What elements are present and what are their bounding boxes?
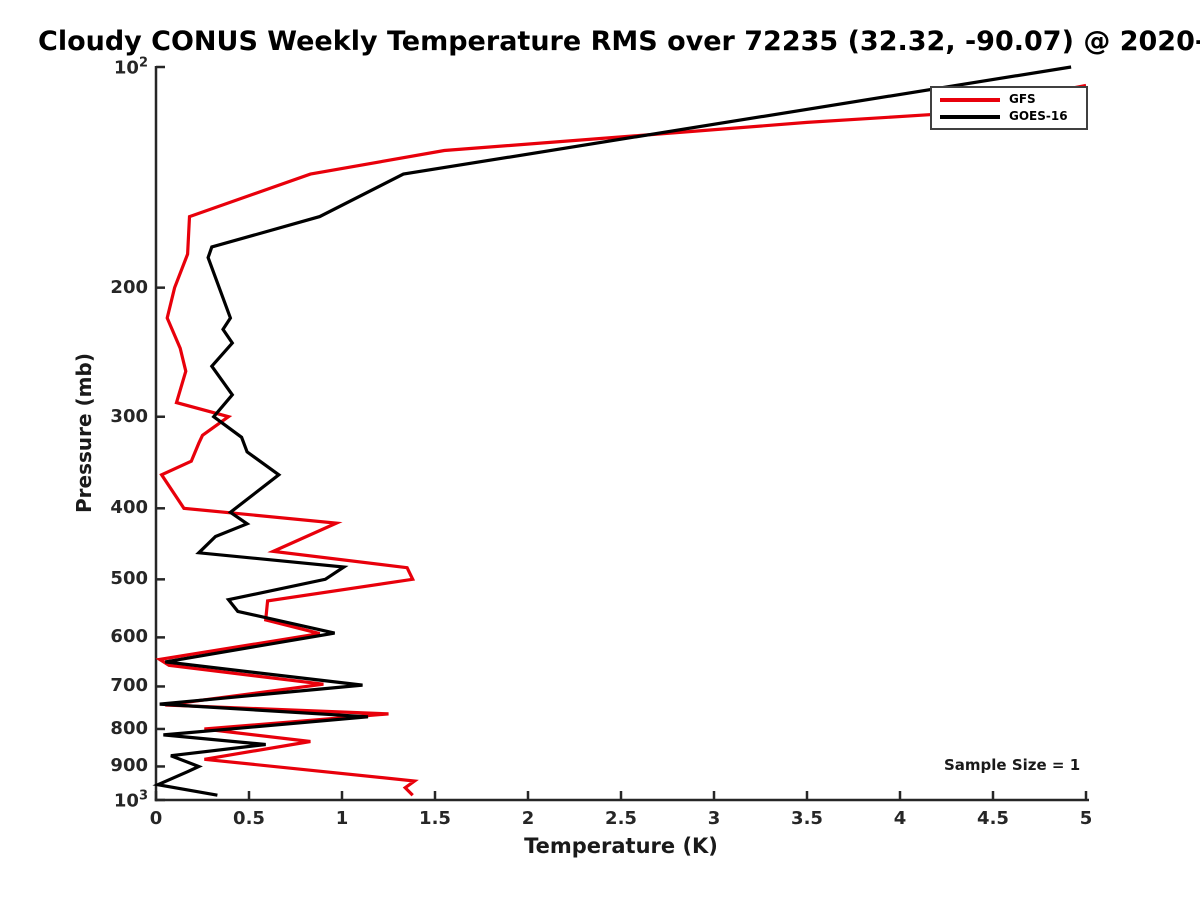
legend-label-gfs: GFS — [1009, 92, 1036, 106]
x-tick-label: 0 — [149, 808, 163, 829]
y-tick-label: 103 — [113, 788, 148, 812]
y-tick-label: 300 — [110, 405, 148, 427]
x-tick-label: 4.5 — [977, 808, 1009, 829]
y-tick-label: 400 — [110, 497, 148, 519]
gfs-line-swatch — [940, 97, 1000, 102]
y-tick-label: 200 — [110, 276, 148, 298]
x-tick-label: 0.5 — [233, 808, 265, 829]
legend-entry-goes16: GOES-16 — [940, 109, 1078, 124]
series-line-gfs — [155, 83, 1087, 797]
chart-title: Cloudy CONUS Weekly Temperature RMS over… — [38, 26, 1200, 57]
y-tick-label: 600 — [110, 626, 148, 648]
y-tick-label: 102 — [113, 55, 148, 79]
x-tick-label: 2.5 — [605, 808, 637, 829]
series-line-goes-16 — [152, 65, 1072, 797]
x-tick-label: 1 — [335, 808, 349, 829]
x-tick-label: 1.5 — [419, 808, 451, 829]
x-tick-label: 5 — [1079, 808, 1093, 829]
x-tick-label: 3.5 — [791, 808, 823, 829]
legend-label-goes16: GOES-16 — [1009, 109, 1068, 124]
y-tick-label: 500 — [110, 568, 148, 590]
legend-entry-gfs: GFS — [940, 92, 1078, 106]
y-tick-label: 700 — [110, 675, 148, 697]
y-tick-label: 900 — [110, 755, 148, 777]
x-axis-label: Temperature (K) — [524, 834, 718, 858]
legend: GFS GOES-16 — [930, 86, 1088, 131]
x-tick-label: 4 — [893, 808, 907, 829]
x-tick-label: 3 — [707, 808, 721, 829]
sample-size-annotation: Sample Size = 1 — [944, 756, 1081, 774]
x-tick-label: 2 — [521, 808, 535, 829]
goes16-line-swatch — [940, 114, 1000, 119]
y-tick-label: 800 — [110, 717, 148, 739]
